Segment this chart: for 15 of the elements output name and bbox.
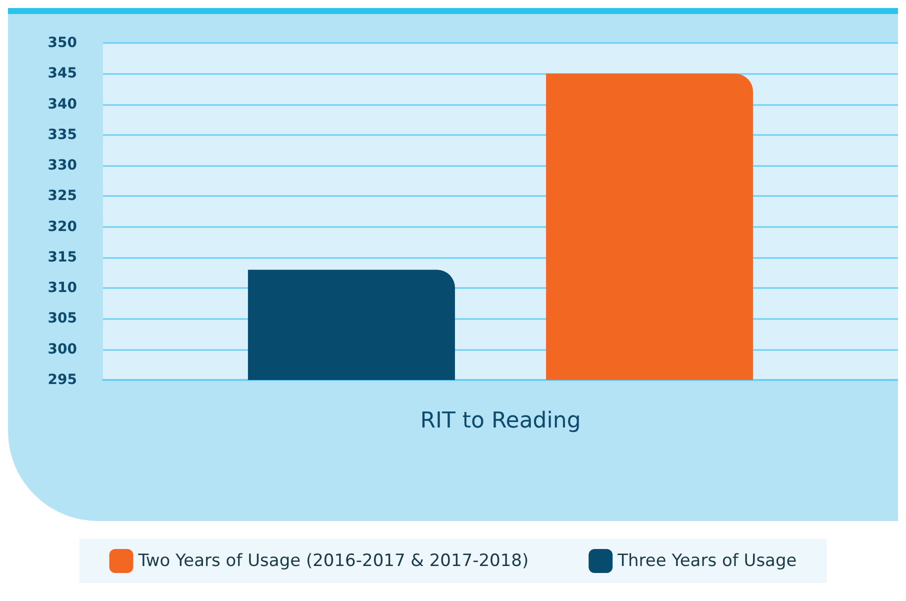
y-tick-label: 325 — [48, 188, 77, 204]
y-tick-label: 295 — [48, 372, 77, 388]
y-tick-label: 330 — [48, 158, 78, 174]
y-tick-label: 335 — [48, 126, 77, 143]
y-tick-label: 340 — [48, 96, 78, 112]
y-tick-label: 350 — [48, 35, 78, 51]
y-tick-label: 300 — [48, 341, 78, 358]
y-tick-label: 345 — [48, 66, 77, 82]
x-tick-label: RIT to Reading — [420, 408, 581, 434]
y-tick-label: 305 — [48, 310, 77, 327]
y-tick-label: 315 — [48, 249, 77, 266]
legend-label: Two Years of Usage (2016-2017 & 2017-2018) — [137, 551, 529, 571]
legend-label: Three Years of Usage — [616, 551, 797, 571]
y-tick-label: 320 — [48, 218, 78, 235]
y-tick-label: 310 — [48, 280, 78, 296]
